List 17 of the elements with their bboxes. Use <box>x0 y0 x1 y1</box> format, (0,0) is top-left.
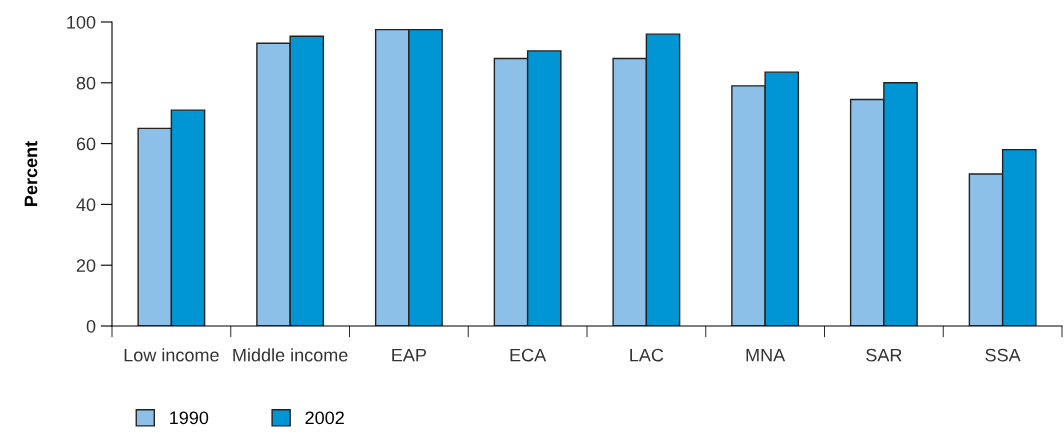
x-tick-label: Low income <box>124 348 219 362</box>
y-tick-label: 20 <box>76 259 96 272</box>
y-tick-label: 100 <box>67 15 96 29</box>
x-tick-label: EAP <box>392 348 426 362</box>
x-tick-label: LAC <box>630 348 664 362</box>
y-axis-title: Percent <box>24 141 38 206</box>
legend-label: 2002 <box>305 411 344 425</box>
x-tick-label: ECA <box>510 348 547 362</box>
x-tick-label: SSA <box>985 348 1021 362</box>
x-tick-label: SAR <box>866 348 902 362</box>
y-tick-label: 0 <box>86 319 96 333</box>
y-tick-label: 80 <box>76 76 96 90</box>
x-tick-label: Middle income <box>233 348 348 362</box>
y-tick-label: 60 <box>76 137 96 151</box>
y-tick-label: 40 <box>76 198 96 212</box>
x-tick-label: MNA <box>746 348 786 362</box>
legend-label: 1990 <box>170 411 209 425</box>
